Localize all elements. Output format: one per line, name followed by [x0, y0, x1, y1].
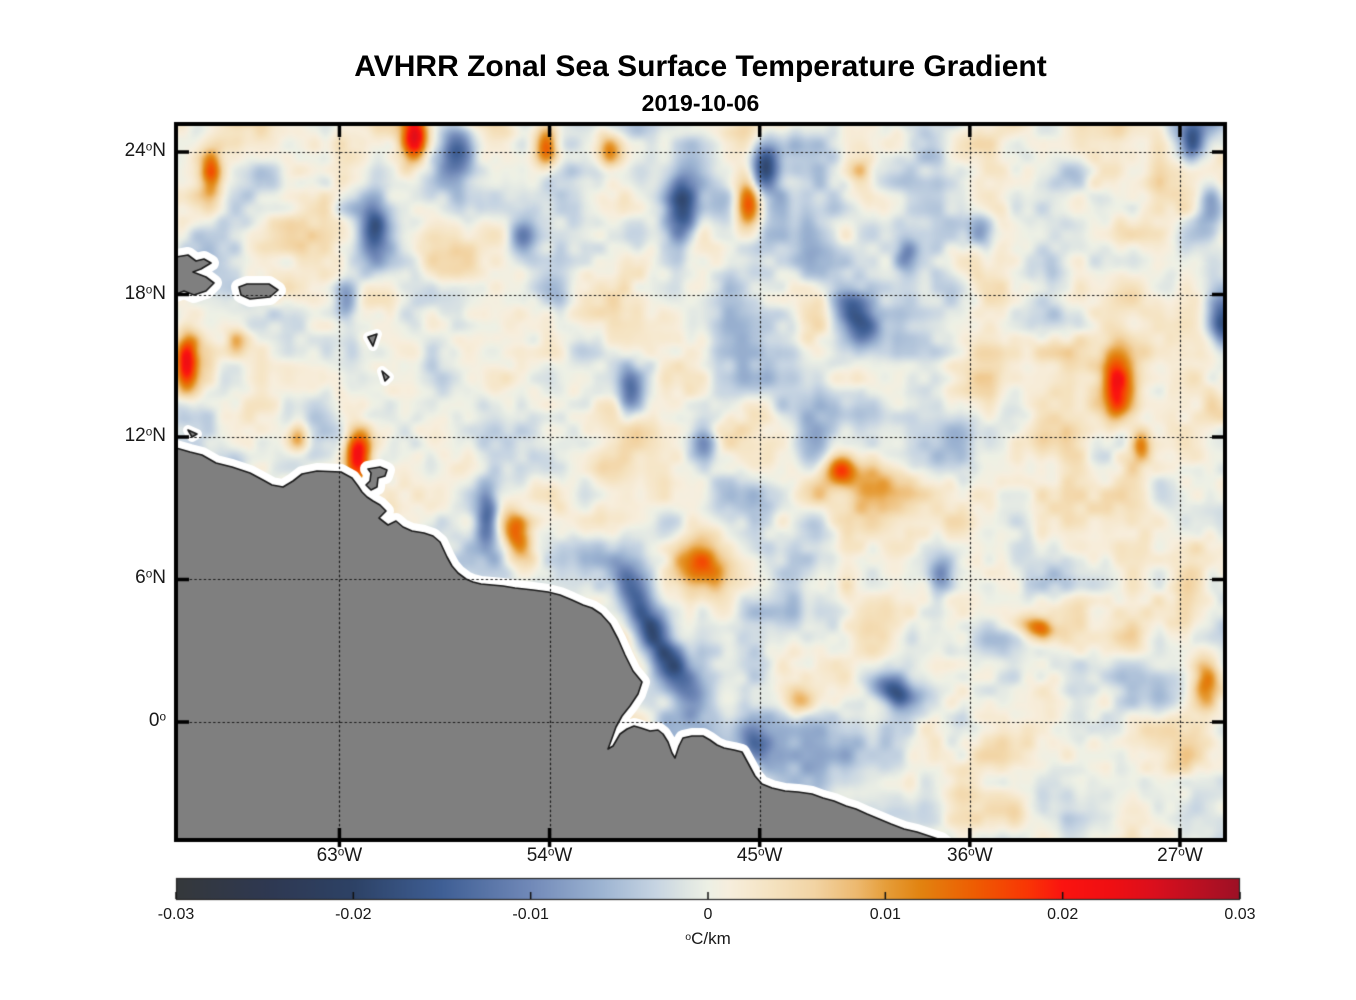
x-tick-label: 63oW	[316, 845, 363, 866]
colorbar-tick-label: 0	[703, 906, 713, 923]
y-tick-label: 0o	[148, 709, 166, 731]
y-tick-label: 24oN	[124, 140, 166, 162]
x-tick-label: 45oW	[736, 845, 783, 866]
colorbar-tick-label: -0.03	[157, 906, 195, 923]
colorbar-unit-label: oC/km	[685, 929, 731, 948]
y-tick-label: 18oN	[124, 282, 166, 304]
x-tick-label: 36oW	[947, 845, 993, 866]
colorbar-tick-label: 0.02	[1047, 906, 1079, 923]
chart-title: AVHRR Zonal Sea Surface Temperature Grad…	[354, 50, 1047, 83]
colorbar-tick-label: -0.01	[512, 906, 549, 923]
x-tick-label: 54oW	[526, 845, 573, 866]
colorbar-tick-label: -0.02	[335, 906, 372, 923]
x-tick-label: 27oW	[1157, 845, 1203, 866]
y-tick-label: 12oN	[124, 424, 166, 446]
colorbar-tick-label: 0.03	[1224, 906, 1256, 923]
chart-date-subtitle: 2019-10-06	[641, 90, 760, 116]
colorbar-tick-label: 0.01	[869, 906, 901, 923]
y-tick-label: 6oN	[135, 567, 166, 589]
